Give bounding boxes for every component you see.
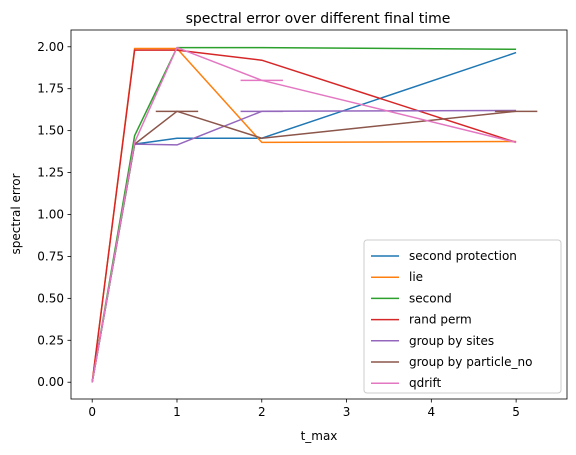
x-tick-label: 2 — [258, 405, 266, 419]
x-axis: 0 1 2 3 4 5 — [88, 399, 520, 419]
y-tick-label: 0.00 — [37, 375, 64, 389]
y-tick-label: 1.75 — [37, 82, 64, 96]
x-tick-label: 1 — [173, 405, 181, 419]
x-tick-label: 5 — [512, 405, 520, 419]
x-tick-label: 4 — [428, 405, 436, 419]
y-tick-label: 0.75 — [37, 249, 64, 263]
legend-label-4: rand perm — [409, 313, 472, 327]
series-line-7 — [91, 46, 517, 383]
legend-label-6: group by particle_no — [409, 355, 532, 369]
y-tick-label: 0.50 — [37, 291, 64, 305]
x-axis-label: t_max — [301, 429, 338, 443]
y-axis: 0.00 0.25 0.50 0.75 1.00 1.25 1.50 1.75 2.00 — [37, 40, 71, 389]
y-tick-label: 1.25 — [37, 166, 64, 180]
y-tick-label: 1.50 — [37, 124, 64, 138]
series-line-4 — [91, 49, 517, 383]
legend-label-7: qdrift — [409, 376, 442, 390]
legend-box — [363, 239, 562, 394]
y-axis-label: spectral error — [9, 173, 23, 254]
x-tick-label: 3 — [343, 405, 351, 419]
legend-label-2: lie — [409, 270, 423, 284]
plot-area — [91, 46, 538, 383]
chart-title: spectral error over different final time — [186, 11, 451, 27]
legend-label-3: second — [409, 291, 452, 305]
y-tick-label: 2.00 — [37, 40, 64, 54]
legend-label-1: second protection — [409, 249, 517, 263]
legend-label-5: group by sites — [409, 334, 494, 348]
legend: second protection lie second rand perm group… — [363, 239, 562, 394]
y-tick-label: 1.00 — [37, 208, 64, 222]
y-tick-label: 0.25 — [37, 333, 64, 347]
x-tick-label: 0 — [88, 405, 96, 419]
